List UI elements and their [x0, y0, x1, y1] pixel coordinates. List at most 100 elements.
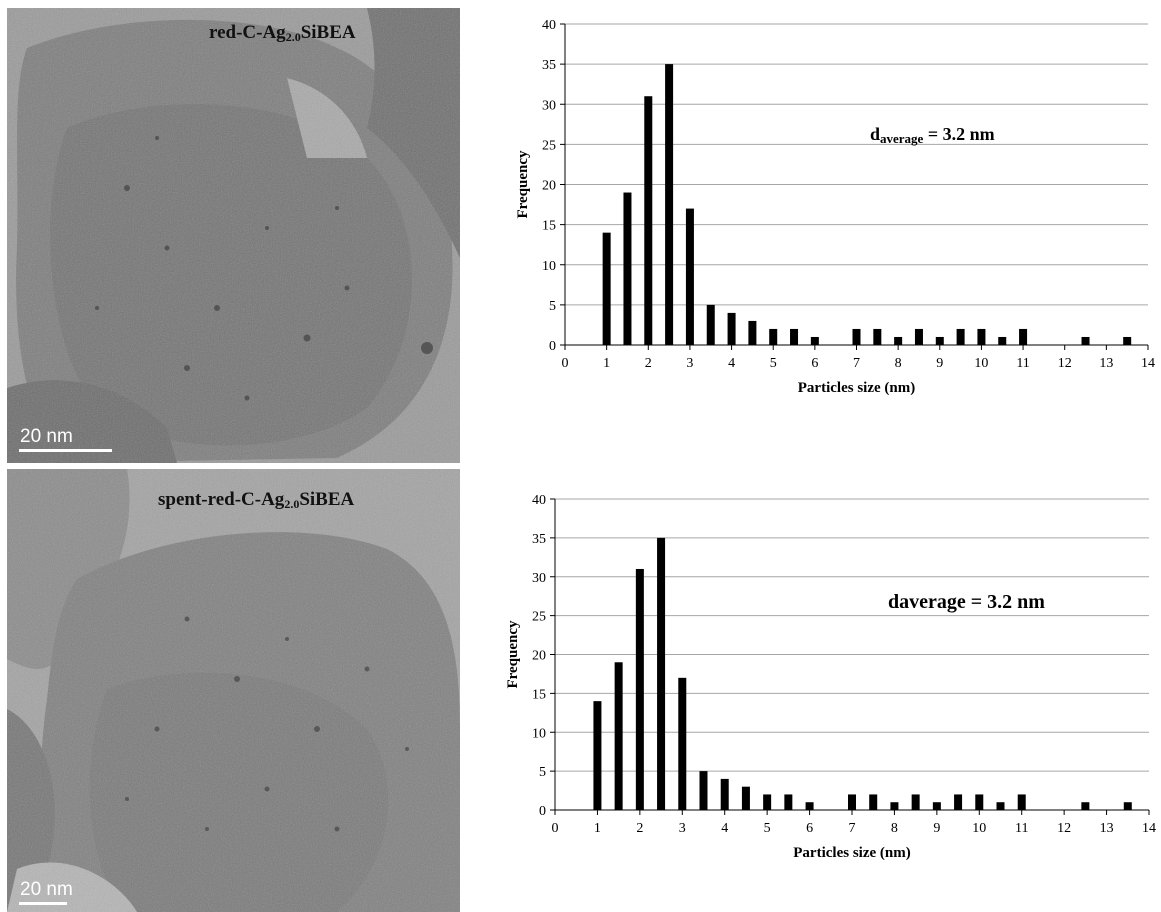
- x-tick-label: 7: [849, 821, 856, 836]
- bar: [848, 794, 856, 810]
- x-tick-label: 14: [1141, 356, 1155, 371]
- bar: [956, 328, 965, 345]
- y-tick-label: 30: [542, 98, 556, 113]
- bar: [657, 537, 666, 810]
- x-axis-title: Particles size (nm): [793, 845, 910, 861]
- bar: [665, 64, 674, 345]
- annotation-value: = 3.2 nm: [923, 124, 994, 144]
- x-tick-label: 0: [562, 356, 569, 371]
- x-tick-label: 1: [594, 821, 601, 836]
- scale-bar-label-top: 20 nm: [20, 426, 73, 447]
- bar: [914, 328, 923, 345]
- bar: [869, 794, 878, 810]
- bar: [975, 794, 984, 810]
- bar: [769, 328, 778, 345]
- bar: [790, 328, 799, 345]
- scale-bar-top: [19, 449, 112, 452]
- bar: [685, 208, 694, 345]
- x-tick-label: 13: [1100, 821, 1114, 836]
- tem-label-bottom: spent-red-C-Ag2.0SiBEA: [158, 489, 355, 511]
- y-tick-label: 15: [532, 687, 546, 702]
- bar: [996, 802, 1005, 810]
- bar: [699, 771, 708, 810]
- y-axis-title: Frequency: [505, 620, 521, 689]
- x-axis-title: Particles size (nm): [798, 380, 915, 396]
- bar: [614, 662, 623, 810]
- x-tick-label: 2: [645, 356, 652, 371]
- x-tick-label: 5: [764, 821, 771, 836]
- bar: [894, 336, 903, 345]
- x-tick-label: 0: [552, 821, 559, 836]
- bar: [1081, 336, 1090, 345]
- x-tick-label: 11: [1015, 821, 1028, 836]
- x-tick-label: 4: [728, 356, 735, 371]
- y-tick-label: 5: [549, 299, 556, 314]
- tem-image-bottom: [7, 469, 460, 912]
- x-tick-label: 12: [1057, 821, 1071, 836]
- scale-bar-label-bottom: 20 nm: [20, 879, 73, 900]
- y-tick-label: 20: [542, 179, 556, 194]
- bar: [763, 794, 772, 810]
- scale-bar-bottom: [19, 902, 67, 905]
- bar: [890, 802, 899, 810]
- bar: [911, 794, 920, 810]
- y-tick-label: 20: [532, 649, 546, 664]
- x-tick-label: 9: [933, 821, 940, 836]
- bar: [623, 192, 632, 345]
- bar: [810, 336, 819, 345]
- bar: [644, 96, 653, 345]
- x-tick-label: 3: [686, 356, 693, 371]
- bar: [932, 802, 941, 810]
- bar: [935, 336, 944, 345]
- x-tick-label: 8: [895, 356, 902, 371]
- y-tick-label: 0: [539, 804, 546, 819]
- y-tick-label: 10: [542, 259, 556, 274]
- bar: [602, 232, 611, 345]
- tem-label-top: red-C-Ag2.0SiBEA: [209, 22, 356, 44]
- y-tick-label: 35: [532, 532, 546, 547]
- bar: [1123, 802, 1132, 810]
- histogram-bottom: 0 5 10 15 20 25 30 35 40 0 1 2 3 4 5 6 7 8 9 10 11 12 13 14 Part…: [480, 485, 1160, 905]
- histogram-top: 0 5 10 15 20 25 30 35 40 0 1 2 3 4 5 6 7 8 9 10 11 12 13 14 Part…: [470, 10, 1160, 415]
- bar: [727, 312, 736, 345]
- x-tick-label: 11: [1016, 356, 1029, 371]
- y-axis-title: Frequency: [515, 150, 531, 219]
- bar: [748, 320, 757, 345]
- x-tick-label: 10: [974, 356, 988, 371]
- x-tick-label: 14: [1142, 821, 1156, 836]
- bar: [1017, 794, 1026, 810]
- bar: [706, 304, 715, 345]
- bar: [977, 328, 986, 345]
- y-tick-label: 40: [532, 493, 546, 508]
- bar: [720, 778, 729, 810]
- x-tick-label: 5: [770, 356, 777, 371]
- y-tick-label: 25: [532, 610, 546, 625]
- annotation-d: d: [870, 124, 880, 144]
- y-tick-label: 10: [532, 726, 546, 741]
- x-tick-label: 6: [811, 356, 818, 371]
- bar: [741, 786, 750, 810]
- bar: [784, 794, 793, 810]
- x-tick-label: 6: [806, 821, 813, 836]
- bar: [954, 794, 963, 810]
- bar: [593, 701, 602, 810]
- y-tick-label: 5: [539, 765, 546, 780]
- x-tick-label: 12: [1058, 356, 1072, 371]
- tem-micrograph-bottom: spent-red-C-Ag2.0SiBEA 20 nm: [7, 469, 460, 912]
- y-tick-label: 0: [549, 339, 556, 354]
- bar: [873, 328, 882, 345]
- y-tick-label: 35: [542, 58, 556, 73]
- x-tick-label: 4: [721, 821, 728, 836]
- bar: [1081, 802, 1090, 810]
- bar: [998, 336, 1007, 345]
- y-tick-label: 40: [542, 18, 556, 33]
- x-tick-label: 2: [636, 821, 643, 836]
- x-tick-label: 1: [603, 356, 610, 371]
- y-tick-label: 30: [532, 571, 546, 586]
- x-tick-label: 10: [972, 821, 986, 836]
- bar: [635, 568, 644, 810]
- x-tick-label: 9: [936, 356, 943, 371]
- annotation-subscript: average: [880, 131, 924, 146]
